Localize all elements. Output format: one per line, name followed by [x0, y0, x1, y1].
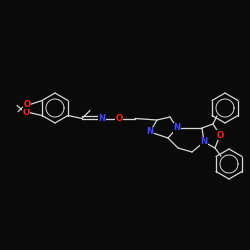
Text: N: N [200, 138, 207, 146]
Text: N: N [98, 114, 105, 123]
Text: O: O [216, 130, 224, 140]
Text: O: O [24, 100, 31, 109]
Text: N: N [174, 124, 180, 132]
Text: N: N [146, 128, 154, 136]
Text: O: O [22, 108, 30, 117]
Text: O: O [115, 114, 122, 123]
